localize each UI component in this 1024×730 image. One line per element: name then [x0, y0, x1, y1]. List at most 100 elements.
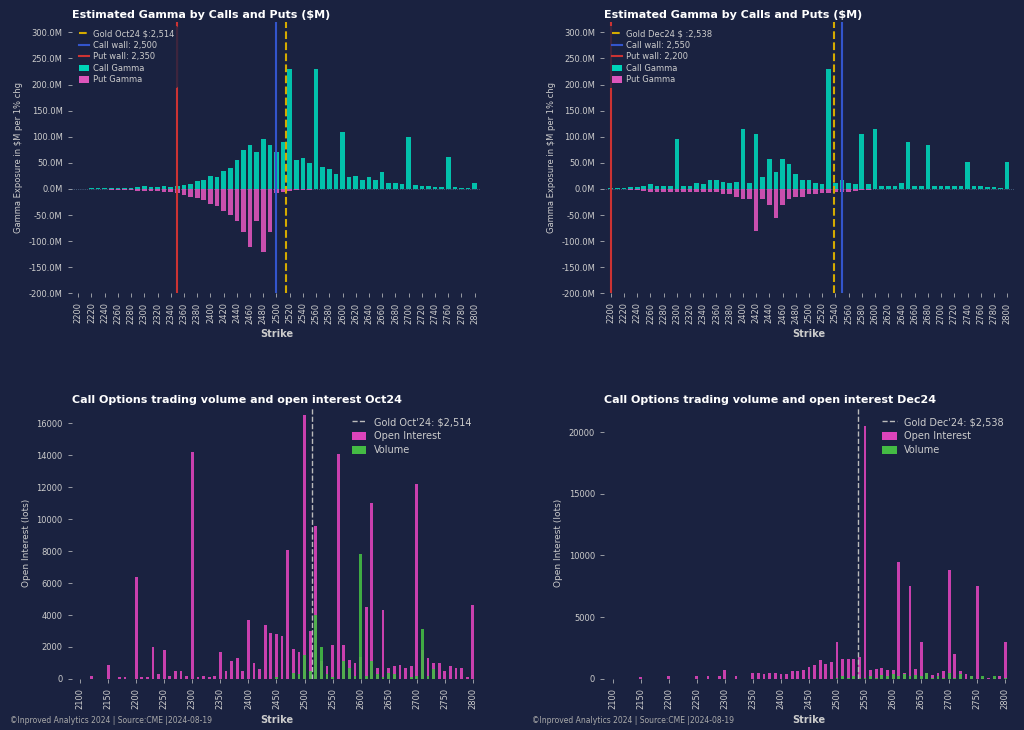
Bar — [353, 176, 358, 189]
Bar — [215, 177, 219, 189]
Bar — [971, 677, 973, 679]
Bar — [371, 661, 374, 679]
Bar — [224, 671, 227, 679]
Bar — [842, 677, 844, 679]
Bar — [307, 189, 312, 190]
Bar — [992, 677, 995, 679]
Bar — [780, 158, 784, 189]
Bar — [303, 415, 306, 679]
Bar — [897, 677, 900, 679]
Bar — [382, 610, 384, 679]
Bar — [163, 650, 166, 679]
Bar — [359, 554, 362, 679]
Bar — [142, 189, 146, 191]
Bar — [629, 188, 633, 189]
Bar — [135, 188, 140, 189]
Bar — [254, 189, 259, 221]
Bar — [410, 677, 413, 679]
Bar — [740, 189, 745, 199]
Bar — [723, 670, 726, 679]
Bar — [376, 668, 379, 679]
Bar — [122, 188, 127, 189]
Bar — [169, 676, 171, 679]
Bar — [416, 676, 418, 679]
Bar — [858, 677, 861, 679]
Bar — [641, 189, 646, 191]
Bar — [981, 677, 984, 679]
Bar — [386, 182, 391, 189]
Bar — [701, 189, 706, 191]
Bar — [808, 666, 810, 679]
X-axis label: Strike: Strike — [260, 715, 293, 725]
Bar — [880, 186, 884, 189]
Bar — [852, 677, 855, 679]
Bar — [202, 676, 205, 679]
Bar — [162, 186, 167, 189]
Bar — [824, 664, 827, 679]
Bar — [303, 655, 306, 679]
Bar — [786, 189, 792, 199]
Bar — [148, 189, 154, 191]
Bar — [426, 186, 431, 189]
Bar — [914, 675, 916, 679]
Bar — [675, 139, 679, 189]
Bar — [254, 153, 259, 189]
Bar — [472, 182, 477, 189]
Bar — [118, 677, 121, 679]
Bar — [842, 659, 844, 679]
Bar — [140, 677, 143, 679]
Bar — [953, 677, 956, 679]
Bar — [421, 650, 424, 679]
Bar — [959, 674, 962, 679]
Bar — [190, 452, 194, 679]
Bar — [635, 187, 640, 189]
Bar — [688, 189, 692, 191]
Bar — [319, 647, 323, 679]
Bar — [1004, 677, 1007, 679]
Bar — [998, 677, 1001, 679]
Bar — [365, 607, 368, 679]
Bar — [786, 164, 792, 189]
Bar — [420, 186, 424, 189]
Bar — [219, 652, 222, 679]
Bar — [908, 677, 911, 679]
Bar — [135, 189, 140, 191]
Bar — [410, 666, 413, 679]
Bar — [920, 677, 923, 679]
Bar — [931, 677, 934, 679]
Text: Estimated Gamma by Calls and Puts ($M): Estimated Gamma by Calls and Puts ($M) — [604, 9, 862, 20]
Bar — [807, 189, 811, 194]
Bar — [998, 188, 1002, 189]
Bar — [398, 664, 401, 679]
Bar — [826, 69, 831, 189]
Bar — [466, 677, 469, 679]
Bar — [748, 189, 752, 199]
Bar — [914, 669, 916, 679]
Bar — [899, 182, 904, 189]
Bar — [773, 172, 778, 189]
Bar — [124, 677, 126, 679]
Bar — [221, 189, 226, 211]
Bar — [162, 189, 167, 191]
Bar — [208, 176, 213, 189]
Bar — [791, 672, 794, 679]
Bar — [779, 674, 782, 679]
Bar — [869, 677, 872, 679]
Bar — [179, 671, 182, 679]
Bar — [228, 189, 232, 215]
Bar — [288, 69, 292, 189]
Bar — [681, 186, 686, 189]
Bar — [360, 180, 365, 189]
Bar — [146, 677, 148, 679]
Bar — [359, 656, 362, 679]
Bar — [294, 161, 299, 189]
Bar — [866, 189, 870, 190]
X-axis label: Strike: Strike — [793, 715, 825, 725]
Bar — [794, 174, 798, 189]
Bar — [886, 677, 889, 679]
Bar — [694, 189, 699, 191]
Bar — [826, 189, 831, 193]
Bar — [195, 181, 200, 189]
Bar — [948, 570, 950, 679]
Bar — [847, 677, 850, 679]
